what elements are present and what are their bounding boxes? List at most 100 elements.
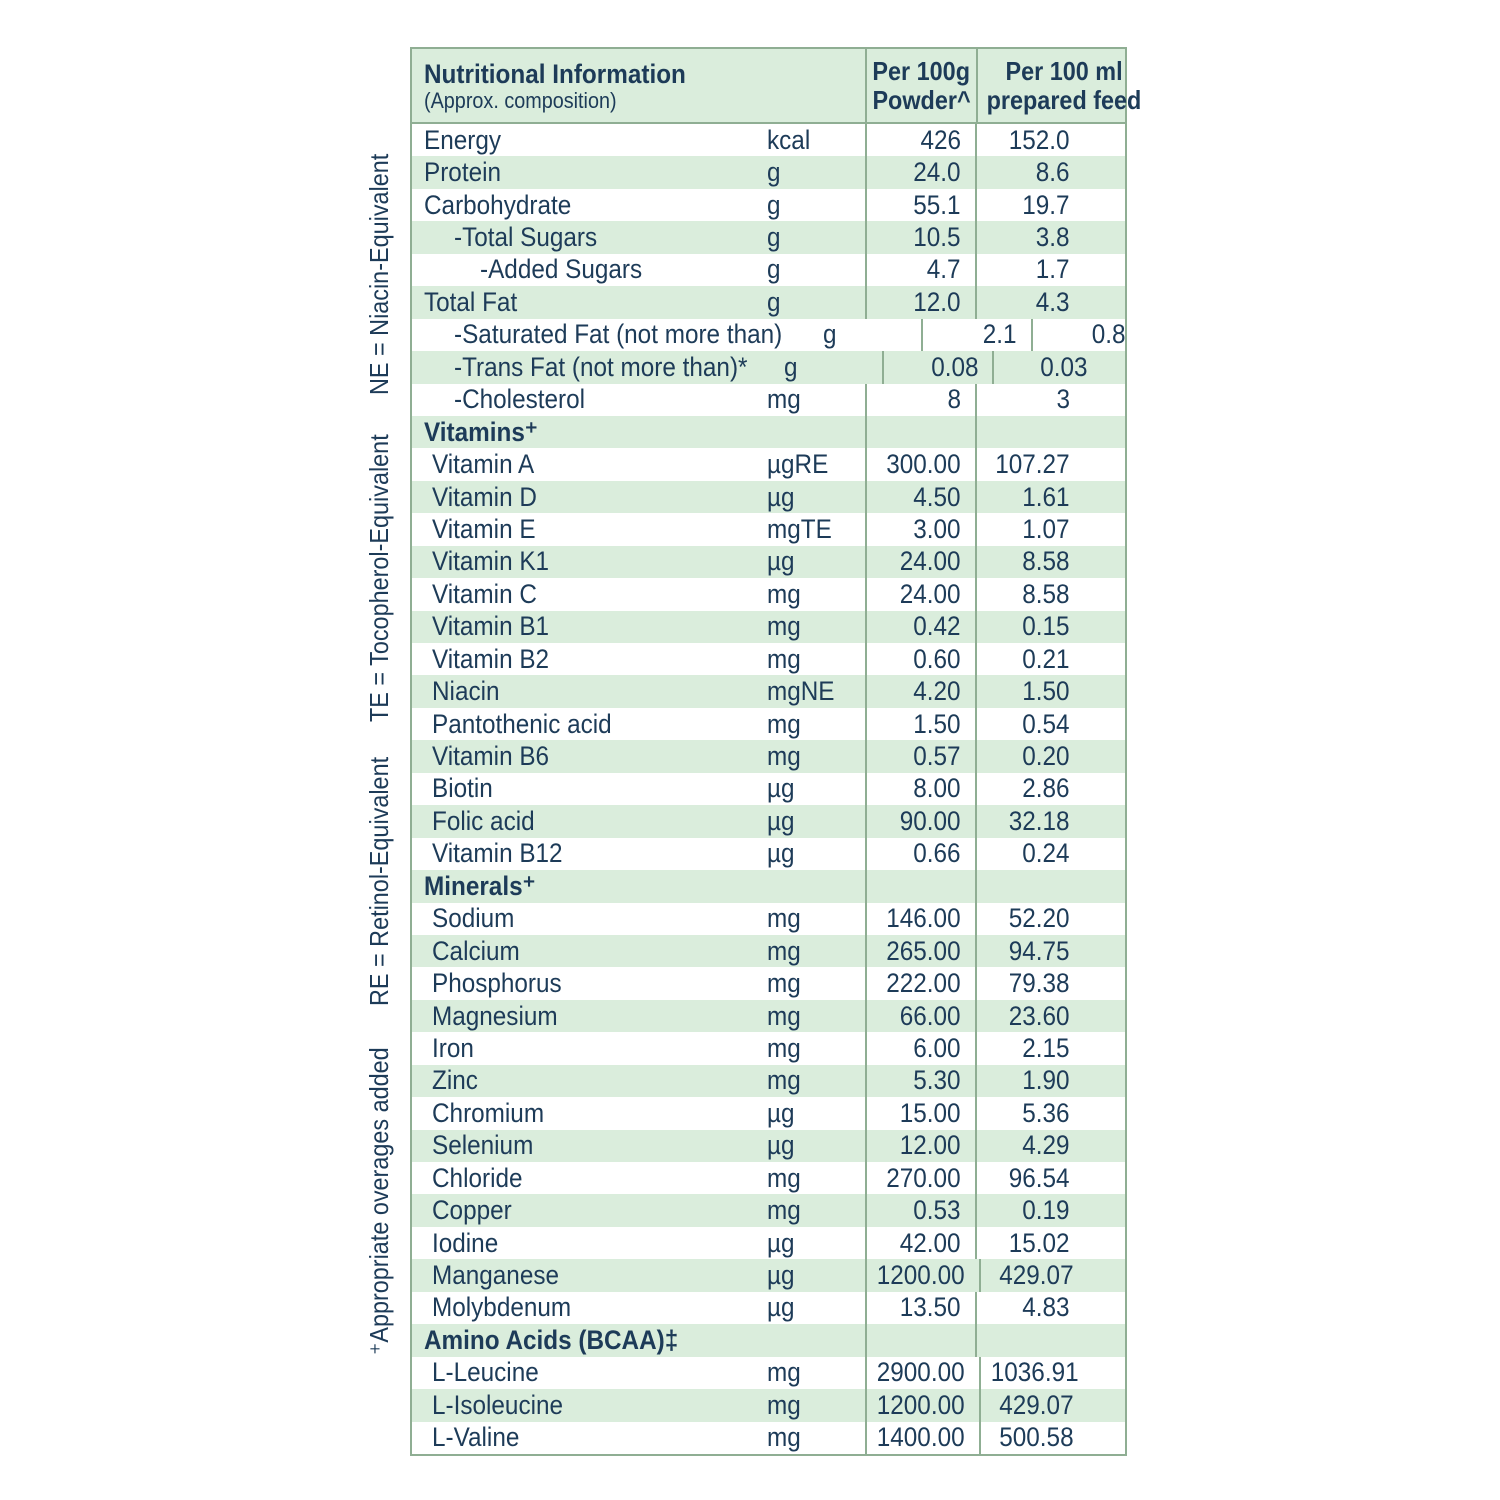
value-per-100g-powder xyxy=(865,415,975,449)
nutrient-unit: g xyxy=(767,286,781,317)
table-row: Vitamin B2 mg 0.60 0.21 xyxy=(412,643,1125,676)
nutrient-unit: g xyxy=(822,319,837,350)
value-per-100g-powder: 24.00 xyxy=(865,545,975,579)
value-per-100ml-prepared-feed: 32.18 xyxy=(975,805,1125,838)
nutrient-unit: mg xyxy=(767,611,801,642)
value-per-100g-powder: 3.00 xyxy=(865,513,975,546)
value-per-100g-powder: 1400.00 xyxy=(865,1421,979,1454)
table-row: -Added Sugars g 4.7 1.7 xyxy=(412,253,1125,287)
value-per-100g-powder: 0.08 xyxy=(882,351,992,384)
value-per-100ml-prepared-feed: 0.54 xyxy=(975,707,1125,741)
value-per-100ml-prepared-feed: 8.6 xyxy=(975,156,1125,189)
nutrient-name: Calcium xyxy=(432,935,520,966)
value-per-100ml-prepared-feed: 8.58 xyxy=(975,545,1125,579)
table-row: Zinc mg 5.30 1.90 xyxy=(412,1064,1125,1098)
nutrient-name: Vitamin K1 xyxy=(432,546,550,577)
nutrient-name: Biotin xyxy=(432,773,493,804)
nutrient-name: -Trans Fat (not more than)* xyxy=(454,351,748,382)
table-header-row: Nutritional Information (Approx. composi… xyxy=(412,49,1141,124)
nutrient-name: Carbohydrate xyxy=(424,189,572,220)
table-row: Biotin µg 8.00 2.86 xyxy=(412,772,1125,806)
value-per-100g-powder: 1200.00 xyxy=(865,1259,979,1292)
value-per-100ml-prepared-feed: 0.8 xyxy=(1030,318,1181,352)
table-row: -Trans Fat (not more than)* g 0.08 0.03 xyxy=(412,351,1125,384)
value-per-100g-powder: 55.1 xyxy=(865,188,975,222)
section-name: Minerals⁺ xyxy=(424,870,536,901)
value-per-100ml-prepared-feed: 3 xyxy=(975,383,1125,416)
nutrient-name: -Total Sugars xyxy=(454,222,598,253)
nutrient-name: Chloride xyxy=(432,1162,523,1193)
nutrient-unit: mgTE xyxy=(767,513,832,544)
section-header-row: Minerals⁺ xyxy=(412,870,1125,903)
value-per-100g-powder: 0.42 xyxy=(865,610,975,643)
table-row: Iodine µg 42.00 15.02 xyxy=(412,1226,1125,1260)
value-per-100g-powder: 2.1 xyxy=(920,318,1031,352)
value-per-100ml-prepared-feed: 1.07 xyxy=(975,513,1125,546)
table-body: Energy kcal 426 152.0 Protein g 24.0 8.6 Carbohy… xyxy=(412,124,1126,1454)
table-row: Chromium µg 15.00 5.36 xyxy=(412,1097,1125,1130)
value-per-100g-powder xyxy=(865,1324,975,1357)
table-row: Vitamin K1 µg 24.00 8.58 xyxy=(412,545,1125,579)
value-per-100ml-prepared-feed: 52.20 xyxy=(975,902,1125,935)
value-per-100g-powder: 2900.00 xyxy=(865,1356,979,1390)
value-per-100ml-prepared-feed: 1.61 xyxy=(975,480,1125,514)
value-per-100g-powder: 8 xyxy=(865,383,975,416)
nutrition-table: Nutritional Information (Approx. composi… xyxy=(410,47,1141,1456)
value-per-100ml-prepared-feed: 5.36 xyxy=(975,1097,1125,1130)
value-per-100ml-prepared-feed: 0.20 xyxy=(975,740,1125,773)
value-per-100g-powder xyxy=(865,870,975,903)
nutrient-name: Vitamin A xyxy=(432,449,535,480)
value-per-100ml-prepared-feed: 0.15 xyxy=(975,610,1125,643)
nutrient-name: Manganese xyxy=(432,1260,559,1291)
value-per-100g-powder: 66.00 xyxy=(865,999,975,1033)
value-per-100g-powder: 0.57 xyxy=(865,740,975,773)
value-per-100g-powder: 0.53 xyxy=(865,1194,975,1227)
nutrient-unit: µg xyxy=(767,546,795,577)
table-row: -Total Sugars g 10.5 3.8 xyxy=(412,221,1125,254)
value-per-100ml-prepared-feed: 1.7 xyxy=(975,253,1125,287)
value-per-100g-powder: 12.0 xyxy=(865,286,975,319)
nutrient-name: -Saturated Fat (not more than) xyxy=(454,319,783,350)
table-row: Manganese µg 1200.00 429.07 xyxy=(412,1259,1125,1292)
nutrient-unit: mg xyxy=(767,643,801,674)
table-row: -Saturated Fat (not more than) g 2.1 0.8 xyxy=(412,318,1126,352)
nutrient-name: L-Leucine xyxy=(432,1357,539,1388)
value-per-100g-powder: 15.00 xyxy=(865,1097,975,1130)
nutrient-name: Iodine xyxy=(432,1227,499,1258)
value-per-100ml-prepared-feed: 2.86 xyxy=(975,772,1125,806)
section-header-row: Amino Acids (BCAA)‡ xyxy=(412,1324,1125,1357)
value-per-100g-powder: 4.20 xyxy=(865,675,975,708)
nutrient-unit: mg xyxy=(767,1389,801,1420)
nutrient-unit: mgNE xyxy=(767,676,835,707)
nutrient-unit: mg xyxy=(767,1422,801,1453)
nutrient-unit: mg xyxy=(767,708,801,739)
nutrient-unit: mg xyxy=(767,1162,801,1193)
nutrient-unit: µgRE xyxy=(767,449,829,480)
section-name: Amino Acids (BCAA)‡ xyxy=(424,1324,679,1355)
value-per-100g-powder: 8.00 xyxy=(865,772,975,806)
table-row: Total Fat g 12.0 4.3 xyxy=(412,286,1125,319)
value-per-100ml-prepared-feed: 1.90 xyxy=(975,1064,1125,1098)
nutrient-unit xyxy=(763,870,865,902)
nutrient-unit: mg xyxy=(767,1357,801,1388)
nutrient-unit: g xyxy=(784,351,798,382)
nutrient-name: Vitamin B6 xyxy=(432,741,550,772)
value-per-100ml-prepared-feed: 1036.91 xyxy=(978,1356,1134,1390)
nutrient-name: Molybdenum xyxy=(432,1292,572,1323)
value-per-100ml-prepared-feed: 94.75 xyxy=(975,934,1125,968)
nutrient-unit: mg xyxy=(767,1032,801,1063)
value-per-100ml-prepared-feed xyxy=(975,415,1125,449)
table-row: -Cholesterol mg 8 3 xyxy=(412,383,1125,416)
table-row: Niacin mgNE 4.20 1.50 xyxy=(412,675,1125,708)
table-row: Calcium mg 265.00 94.75 xyxy=(412,934,1125,968)
nutrient-unit: µg xyxy=(767,1292,795,1323)
nutrient-unit xyxy=(763,416,865,448)
table-row: Vitamin B12 µg 0.66 0.24 xyxy=(412,837,1125,871)
value-per-100g-powder: 24.0 xyxy=(865,156,975,189)
value-per-100ml-prepared-feed xyxy=(975,870,1125,903)
nutrient-unit: mg xyxy=(767,968,801,999)
nutrient-unit: mg xyxy=(767,384,801,415)
footnote-ne: NE = Niacin-Equivalent xyxy=(363,153,394,396)
nutrient-name: Folic acid xyxy=(432,805,535,836)
nutrient-unit: µg xyxy=(767,1227,795,1258)
